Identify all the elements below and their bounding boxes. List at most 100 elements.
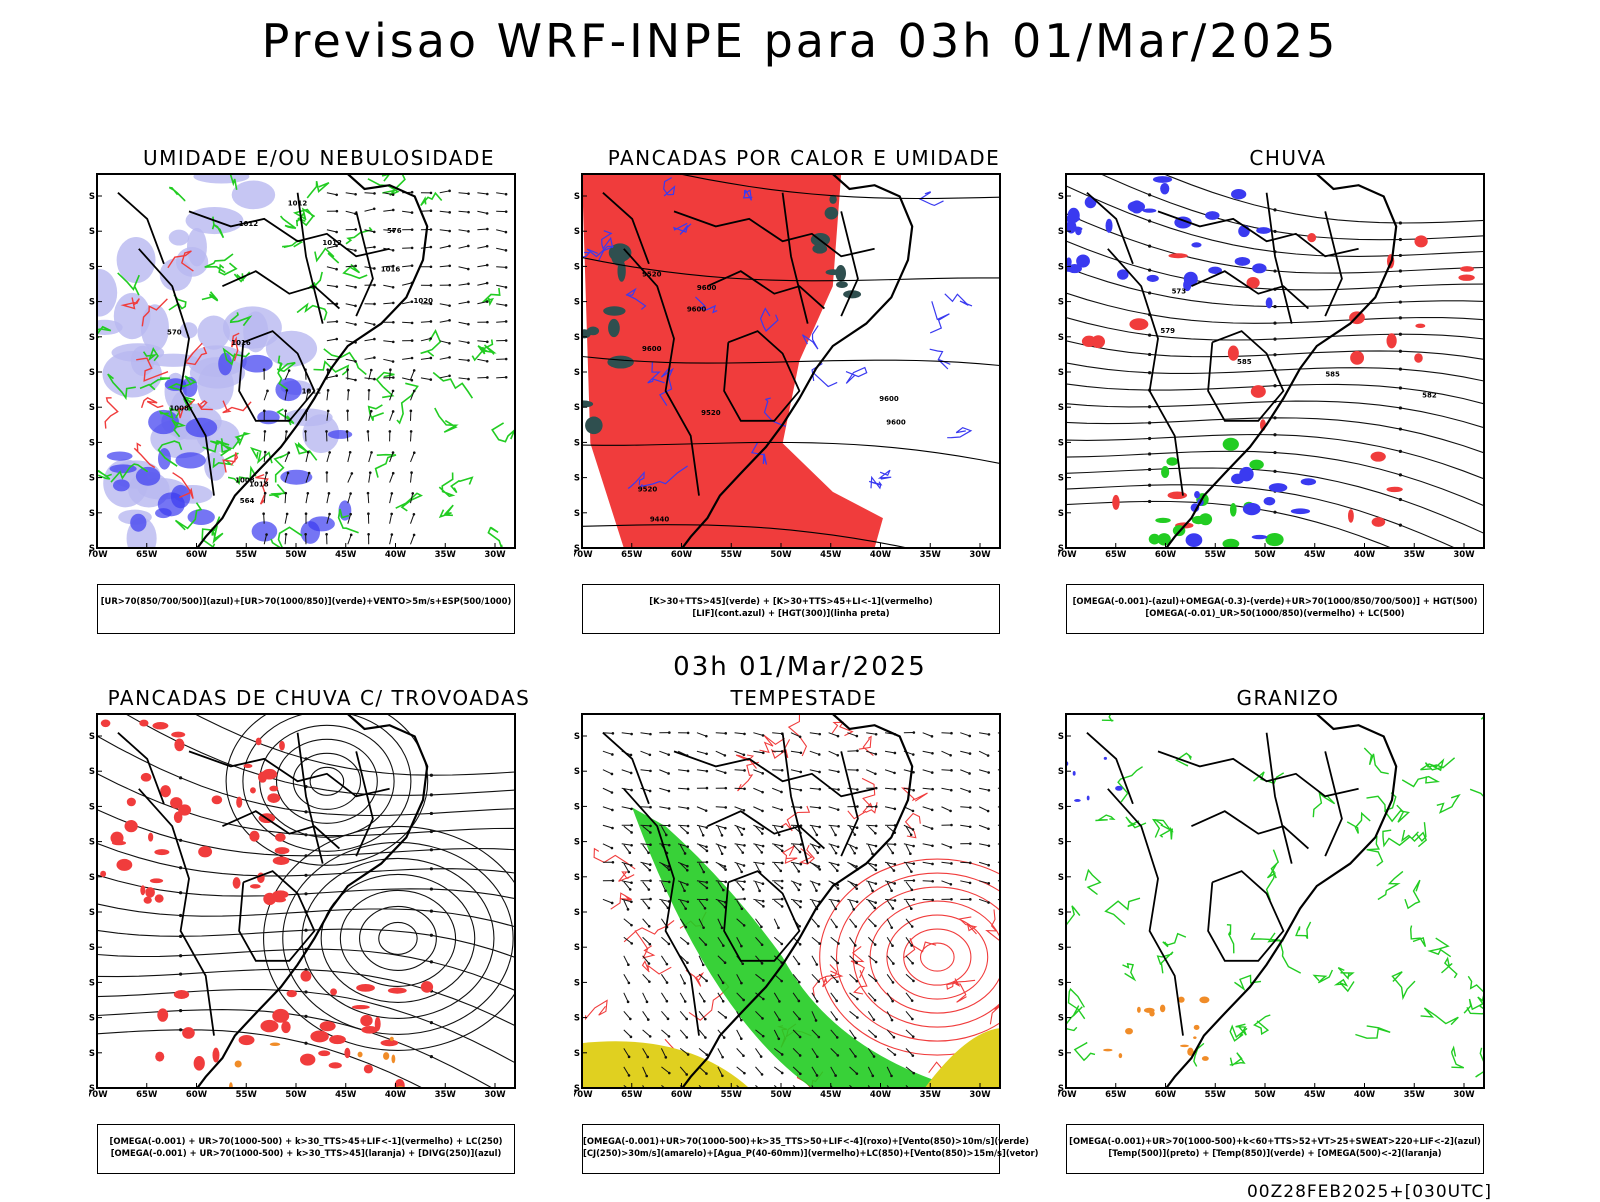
wind-vector-head <box>326 368 329 371</box>
wind-vector-head <box>837 770 840 773</box>
wind-vector-head <box>304 533 307 536</box>
wind-vector-head <box>873 1055 876 1058</box>
wind-vector-head <box>265 472 268 475</box>
wind-vector-head <box>335 268 338 271</box>
wind-vector-head <box>911 1018 914 1021</box>
lat-label: 12S <box>1058 732 1064 742</box>
legend-line: [LIF](cont.azul) + [HGT(300)](linha pret… <box>583 607 999 619</box>
wind-vector-head <box>836 962 839 965</box>
contour-label: 9600 <box>687 306 707 314</box>
wind-vector-head <box>611 791 614 794</box>
wind-vector-head <box>667 772 670 775</box>
wind-vector-head <box>912 1091 915 1094</box>
lat-label: 39S <box>1058 1049 1064 1059</box>
wind-vector-head <box>798 889 801 892</box>
wind-vector-head <box>856 1091 859 1094</box>
wind-vector-head <box>335 231 338 234</box>
wind-vector-head <box>912 862 915 865</box>
streamline-arrow <box>1399 498 1402 501</box>
wind-vector-head <box>987 754 990 757</box>
wind-vector-head <box>629 888 632 891</box>
wind-vector-head <box>668 824 671 827</box>
wind-vector-head <box>686 845 689 848</box>
streamline-arrow <box>1399 427 1402 430</box>
wind-vector-head <box>854 833 857 836</box>
wind-vector-head <box>761 791 764 794</box>
field-patch <box>194 1056 205 1071</box>
field-patch <box>1191 242 1201 247</box>
streamline-arrow <box>1399 406 1402 409</box>
wind-vector-head <box>448 190 451 193</box>
wind-vector-head <box>630 844 633 847</box>
wind-vector-head <box>430 209 433 212</box>
wind-vector-head <box>336 285 339 288</box>
wind-vector-head <box>837 887 840 890</box>
field-patch <box>607 356 633 369</box>
lat-label: 27S <box>574 908 580 918</box>
lat-label: 30S <box>89 943 95 953</box>
field-patch <box>380 1040 398 1047</box>
lat-label: 30S <box>1058 943 1064 953</box>
streamline-arrow <box>1399 333 1402 336</box>
wind-vector-head <box>264 451 267 454</box>
wind-vector-head <box>705 809 708 812</box>
wind-vector-head <box>287 472 290 475</box>
field-patch <box>155 1052 164 1062</box>
lon-label: 60W <box>1155 550 1177 560</box>
field-patch <box>1243 503 1261 515</box>
wind-vector-head <box>612 861 615 864</box>
field-patch <box>1063 267 1076 272</box>
wind-vector-head <box>722 944 725 947</box>
field-patch <box>1112 495 1119 510</box>
field-patch <box>421 981 433 993</box>
wind-vector-head <box>429 378 432 381</box>
wind-vector-head <box>781 887 784 890</box>
field-patch <box>279 741 285 751</box>
streamline-arrow <box>1148 468 1151 471</box>
field-patch <box>1193 1036 1196 1039</box>
wind-vector-head <box>684 1000 687 1003</box>
wind-vector-head <box>762 845 765 848</box>
wind-vector-head <box>761 827 764 830</box>
lon-label: 65W <box>136 1090 158 1100</box>
lat-label: 12S <box>574 732 580 742</box>
wind-vector-head <box>724 732 727 735</box>
wind-vector-head <box>799 1054 802 1057</box>
lat-label: 39S <box>574 509 580 519</box>
wind-vector-head <box>855 980 858 983</box>
wind-vector-head <box>505 339 508 342</box>
field-patch <box>390 1037 394 1041</box>
wind-vector-head <box>448 264 451 267</box>
wind-vector-head <box>874 832 877 835</box>
wind-vector-head <box>874 772 877 775</box>
wind-vector-head <box>704 907 707 910</box>
wind-vector-head <box>837 825 840 828</box>
wind-vector-head <box>630 942 633 945</box>
lon-label: 35W <box>1404 550 1426 560</box>
wind-vector-head <box>852 908 855 911</box>
wind-vector-head <box>649 753 652 756</box>
field-patch <box>1414 353 1423 362</box>
field-patch <box>1202 1056 1209 1061</box>
field-patch <box>152 722 168 729</box>
wind-vector-head <box>706 787 709 790</box>
wind-vector-head <box>724 787 727 790</box>
contour-label: 1020 <box>414 297 434 305</box>
field-patch <box>1186 533 1203 547</box>
field-patch <box>1199 513 1212 525</box>
wind-vector-head <box>629 1018 632 1021</box>
wind-vector-head <box>630 733 633 736</box>
field-patch <box>1161 466 1169 478</box>
wind-vector-head <box>486 193 489 196</box>
lat-label: 24S <box>1058 873 1064 883</box>
streamline-arrow <box>1148 484 1151 487</box>
wind-vector-head <box>740 982 743 985</box>
panel-title: TEMPESTADE <box>574 686 1034 710</box>
wind-vector-head <box>724 1016 727 1019</box>
wind-vector-head <box>648 907 651 910</box>
wind-vector-head <box>391 492 394 495</box>
wind-vector-head <box>969 842 972 845</box>
wind-vector-head <box>968 772 971 775</box>
wind-vector-head <box>761 810 764 813</box>
wind-vector-head <box>969 806 972 809</box>
